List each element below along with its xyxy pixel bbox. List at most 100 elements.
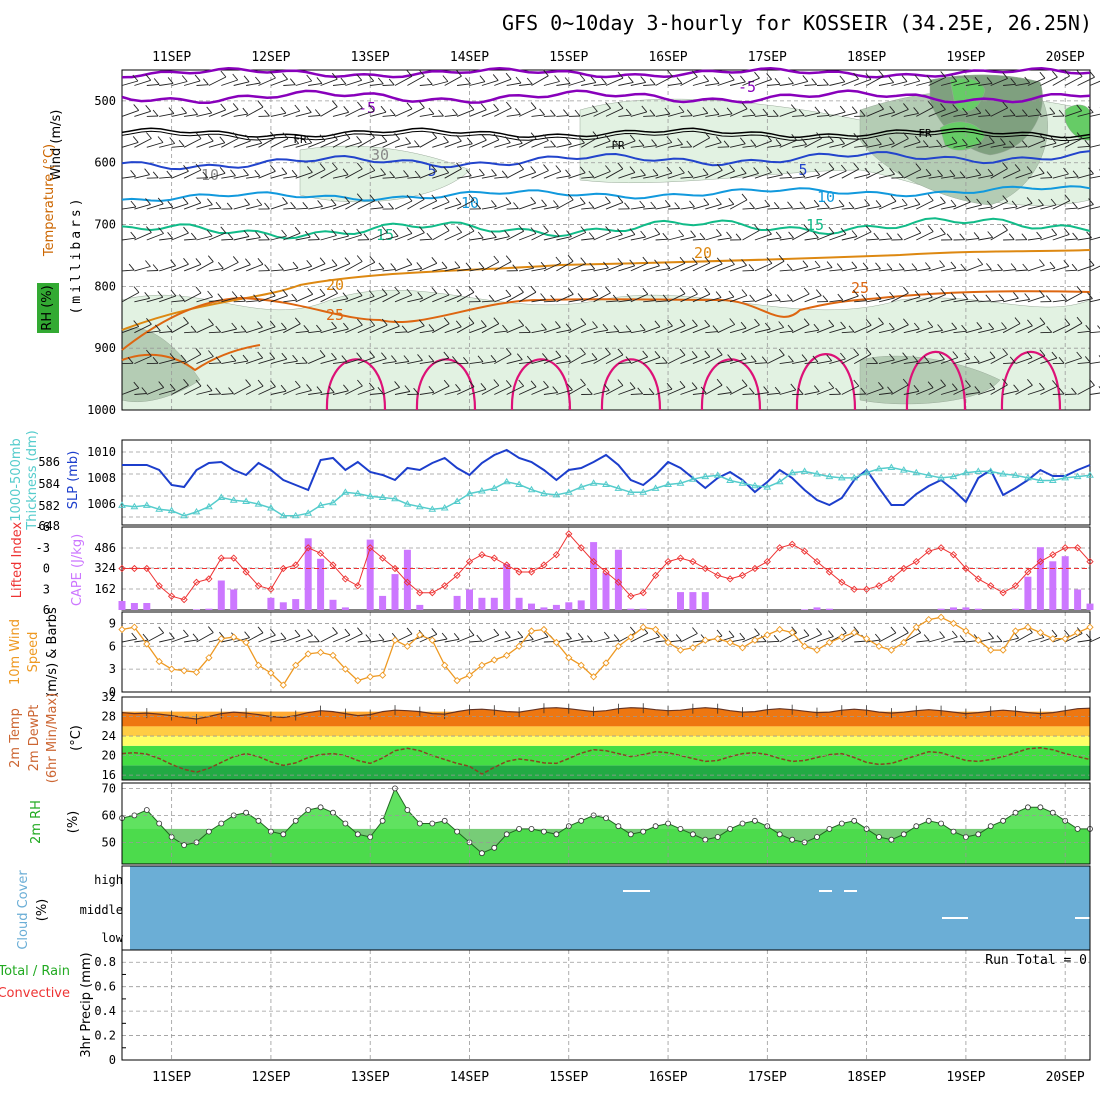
wind-barb-flag — [257, 626, 264, 634]
wind-barb — [159, 237, 173, 241]
wind-barb — [233, 300, 246, 303]
wind-barb — [382, 292, 400, 303]
wind-barb-flag — [591, 353, 598, 360]
wind-barb-flag — [468, 193, 475, 201]
wind-barb-flag — [813, 323, 820, 331]
wind-barb — [308, 205, 323, 210]
wind-barb — [258, 170, 276, 179]
bottom-date-label: 14SEP — [450, 1070, 489, 1085]
wind-barb-flag — [878, 163, 884, 171]
li-point — [577, 544, 585, 552]
wind-barb — [580, 137, 599, 148]
panel-border — [121, 439, 1091, 526]
wind-barb — [469, 267, 485, 272]
wind-barb-flag — [1071, 387, 1077, 395]
wind-barb — [605, 263, 623, 272]
wind-barb-flag — [874, 633, 881, 641]
tick-label: 28 — [102, 710, 116, 724]
wind-barb — [469, 139, 487, 148]
wind-barb-flag — [580, 257, 587, 264]
wind-barb-flag — [828, 319, 835, 327]
wind-barb-flag — [1009, 109, 1016, 116]
wind-barb-flag — [878, 317, 884, 325]
wind-barb — [246, 82, 261, 86]
wind-barb — [643, 233, 660, 241]
wind-barb — [618, 114, 632, 117]
wind-barb — [196, 324, 214, 334]
rh-point — [615, 823, 622, 830]
wind-barb-flag — [170, 289, 177, 297]
wind-barb-flag — [787, 324, 794, 332]
wind-barb-flag — [826, 261, 833, 268]
wind-barb-flag — [662, 232, 669, 240]
wind-barb-flag — [835, 387, 841, 395]
wind-barb-flag — [219, 631, 225, 639]
isotherm-30-loop — [510, 358, 572, 411]
rh-point — [938, 820, 944, 827]
wind-barb — [134, 323, 152, 334]
wind-barb-flag — [872, 357, 878, 364]
wind-speed-point — [217, 635, 225, 643]
wind-barb — [779, 110, 797, 117]
wind-speed-point — [316, 648, 325, 657]
slp-point — [577, 483, 586, 490]
wind-barb — [419, 83, 433, 86]
wind-barb — [1027, 265, 1045, 272]
wind-barb-flag — [219, 167, 226, 174]
wind-barb — [146, 233, 164, 241]
wind-barb-flag — [592, 105, 598, 112]
li-point — [639, 589, 647, 597]
wind-barb — [407, 232, 425, 241]
wind-barb-flag — [566, 230, 572, 237]
wind-barb-flag — [824, 201, 830, 209]
wind-barb — [444, 389, 461, 395]
wind-barb-flag — [132, 74, 139, 82]
wind-barb — [928, 330, 943, 334]
slp-point — [353, 489, 362, 497]
wind-barb — [531, 140, 549, 148]
rh-point — [627, 831, 634, 838]
wind-barb — [320, 292, 338, 303]
li-point — [614, 578, 623, 586]
wind-barb — [605, 145, 619, 148]
wind-barb-flag — [1046, 326, 1053, 333]
wind-barb — [320, 327, 337, 334]
wind-barb — [593, 171, 611, 179]
wind-barb-flag — [713, 108, 720, 115]
wind-barb-flag — [641, 105, 648, 113]
wind-barb — [432, 357, 449, 365]
contour-label: 5 — [798, 161, 807, 179]
wind-barb — [419, 137, 437, 148]
wind-barb-flag — [257, 379, 264, 387]
wind-barb — [481, 323, 500, 334]
wind-barb-flag — [1038, 167, 1045, 174]
wind-barb-flag — [292, 261, 299, 269]
tick-label: 648 — [38, 519, 60, 533]
wind-barb-flag — [987, 168, 994, 176]
wind-barb — [134, 297, 150, 303]
wind-barb — [233, 113, 248, 117]
wind-barb — [382, 235, 399, 241]
wind-barb-flag — [1024, 76, 1031, 84]
wind-barb-flag — [465, 169, 472, 177]
wind-barb-flag — [836, 263, 843, 270]
wind-barb — [618, 362, 631, 365]
wind-barb-flag — [456, 288, 462, 296]
wind-barb — [990, 354, 1008, 364]
cape-bar — [341, 607, 349, 610]
wind-barb — [519, 639, 534, 643]
wind-barb-flag — [1002, 223, 1008, 231]
wind-barb — [332, 634, 351, 643]
wind-barb — [233, 637, 250, 643]
wind-barb-flag — [207, 255, 214, 262]
wind-barb-flag — [307, 166, 313, 173]
wind-barb-flag — [217, 262, 224, 269]
wind-barb — [556, 83, 571, 86]
wind-barb-flag — [313, 635, 320, 642]
wind-barb — [208, 393, 221, 395]
wind-barb — [419, 292, 437, 303]
wind-barb — [643, 84, 656, 86]
wind-barb-flag — [625, 108, 632, 116]
wind-barb — [1027, 237, 1042, 241]
